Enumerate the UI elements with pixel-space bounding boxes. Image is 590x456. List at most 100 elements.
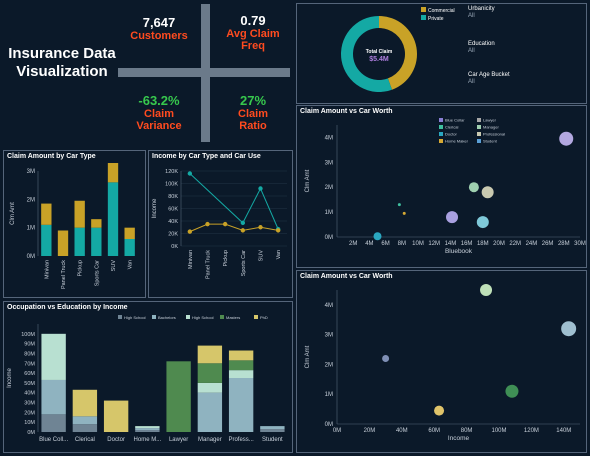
donut-center-title: Total Claim: [366, 49, 393, 55]
income-line-chart: 0K 20K 40K 60K 80K 100K 120K Income Minivan Panel…: [152, 169, 287, 279]
kpi-avg-claim-freq-value: 0.79: [240, 13, 266, 28]
bluebook-point: [402, 211, 406, 215]
income-scatter-point: [382, 354, 390, 362]
income-scatter-point: [434, 405, 445, 416]
occupation-bar-segment: [260, 426, 285, 430]
occupation-legend-label: High School: [124, 315, 146, 320]
car-type-ytick: 2M: [27, 197, 35, 203]
income-scatter-xtick: 140M: [556, 428, 571, 434]
car-type-bar-segment: [57, 230, 69, 256]
car-type-title: Claim Amount by Car Type: [7, 153, 96, 160]
occupation-ytick: 50M: [24, 381, 35, 387]
occupation-bar-segment: [197, 363, 223, 383]
kpi-claim-variance: -63.2% Claim Variance: [118, 93, 200, 132]
income-line-xtick: Minivan: [188, 250, 194, 269]
occupation-bar-segment: [41, 379, 66, 415]
occupation-xtick: Blue Coll...: [39, 437, 68, 443]
kpi-claim-ratio-value: 27%: [239, 93, 267, 108]
donut-legend-commercial: Commercial: [421, 7, 455, 15]
kpi-avg-claim-freq: 0.79 Avg Claim Freq: [212, 13, 294, 52]
occupation-bar-segment: [260, 429, 285, 432]
car-type-bar-segment: [107, 163, 119, 183]
car-type-bar-segment: [91, 219, 102, 228]
occupation-bar-segment: [72, 389, 98, 417]
bluebook-xtick: 26M: [542, 241, 554, 247]
bluebook-legend-swatch: [439, 118, 443, 122]
bluebook-ylabel: Clm Amt: [305, 169, 311, 192]
filter-urbanicity[interactable]: Urbanicity All: [468, 6, 495, 19]
income-scatter-ylabel: Clm Amt: [305, 345, 311, 368]
car-type-xtick: Van: [128, 260, 134, 269]
bluebook-legend-label: Lawyer: [483, 118, 497, 123]
car-type-ytick: 0M: [27, 254, 35, 260]
occupation-bar-segment: [197, 382, 223, 393]
income-line-ytick: 120K: [165, 169, 178, 175]
occupation-ylabel: Income: [7, 368, 13, 388]
occupation-legend-label: High School: [192, 315, 214, 320]
filter-education-value[interactable]: All: [468, 48, 475, 54]
kpi-divider-vertical: [201, 4, 210, 142]
filter-education-title: Education: [468, 41, 495, 47]
occupation-bar-segment: [72, 416, 98, 425]
income-scatter-ytick: 3M: [325, 333, 333, 339]
kpi-avg-claim-freq-label: Avg Claim Freq: [226, 28, 280, 52]
occupation-ytick: 60M: [24, 371, 35, 377]
car-type-bar-segment: [74, 227, 85, 256]
bluebook-legend-label: Clerical: [445, 125, 458, 130]
occupation-legend-label: PhD: [260, 315, 268, 320]
occupation-bar-segment: [41, 333, 66, 380]
bluebook-legend-label: Manager: [483, 125, 499, 130]
income-scatter-title: Claim Amount vs Car Worth: [300, 273, 393, 280]
car-type-bar-segment: [124, 239, 135, 256]
bluebook-legend-label: Doctor: [445, 132, 457, 137]
car-type-bar-segment: [91, 227, 102, 256]
total-claim-panel: Total Claim $5.4M Commercial Private Urba…: [296, 3, 587, 104]
filter-car-age-bucket-value[interactable]: All: [468, 79, 475, 85]
income-scatter-xtick: 60M: [428, 428, 440, 434]
income-scatter-xtick: 100M: [491, 428, 506, 434]
income-scatter-chart: 0M 1M 2M 3M 4M 0M 20M 40M 60M 80M 100M 120M 140M Inco…: [305, 284, 580, 442]
bluebook-xtick: 2M: [349, 241, 357, 247]
car-type-xtick: Pickup: [78, 260, 84, 277]
income-line-ytick: 100K: [165, 182, 178, 188]
occupation-xtick: Home M...: [134, 437, 162, 443]
car-type-xtick: Panel Truck: [61, 260, 67, 289]
income-line-ylabel: Income: [152, 198, 158, 218]
occupation-legend-swatch: [118, 315, 122, 319]
car-type-ylabel: Clm Amt: [10, 202, 16, 225]
bluebook-xtick: 24M: [526, 241, 538, 247]
occupation-bar-segment: [166, 361, 191, 432]
bluebook-point: [468, 182, 479, 193]
occupation-bar-segment: [135, 428, 160, 431]
bluebook-ytick: 2M: [325, 185, 333, 191]
occupation-bar-segment: [197, 345, 223, 364]
occupation-xtick: Profess...: [228, 437, 254, 443]
income-line-series-0: [189, 173, 279, 230]
kpi-customers-value: 7,647: [142, 15, 176, 30]
filter-education[interactable]: Education All: [468, 41, 495, 54]
occupation-ytick: 30M: [24, 401, 35, 407]
occupation-xtick: Student: [262, 437, 283, 443]
occupation-xtick: Doctor: [107, 437, 125, 443]
bluebook-legend-swatch: [477, 118, 481, 122]
income-scatter-panel: Claim Amount vs Car Worth 0M 1M 2M 3M 4M 0M 20…: [296, 270, 587, 453]
bluebook-point: [481, 186, 494, 199]
donut-slice-commercial: [379, 16, 417, 90]
income-line-point: [187, 229, 193, 234]
income-line-point: [240, 228, 246, 233]
income-line-point: [205, 221, 210, 227]
donut-legend: Commercial Private: [421, 7, 455, 23]
bluebook-point: [559, 131, 574, 146]
occupation-ytick: 70M: [24, 361, 35, 367]
income-line-xtick: Sports Car: [241, 250, 247, 276]
filter-urbanicity-title: Urbanicity: [468, 6, 495, 12]
income-scatter-point: [505, 384, 519, 398]
bluebook-ytick: 1M: [325, 210, 333, 216]
bluebook-legend-swatch: [477, 125, 481, 129]
car-type-xtick: Minivan: [44, 260, 50, 279]
car-type-ytick: 1M: [27, 226, 35, 232]
income-scatter-xtick: 120M: [524, 428, 539, 434]
kpi-claim-ratio-label: Claim Ratio: [238, 108, 268, 132]
filter-urbanicity-value[interactable]: All: [468, 13, 475, 19]
filter-car-age-bucket[interactable]: Car Age Bucket All: [468, 72, 510, 85]
